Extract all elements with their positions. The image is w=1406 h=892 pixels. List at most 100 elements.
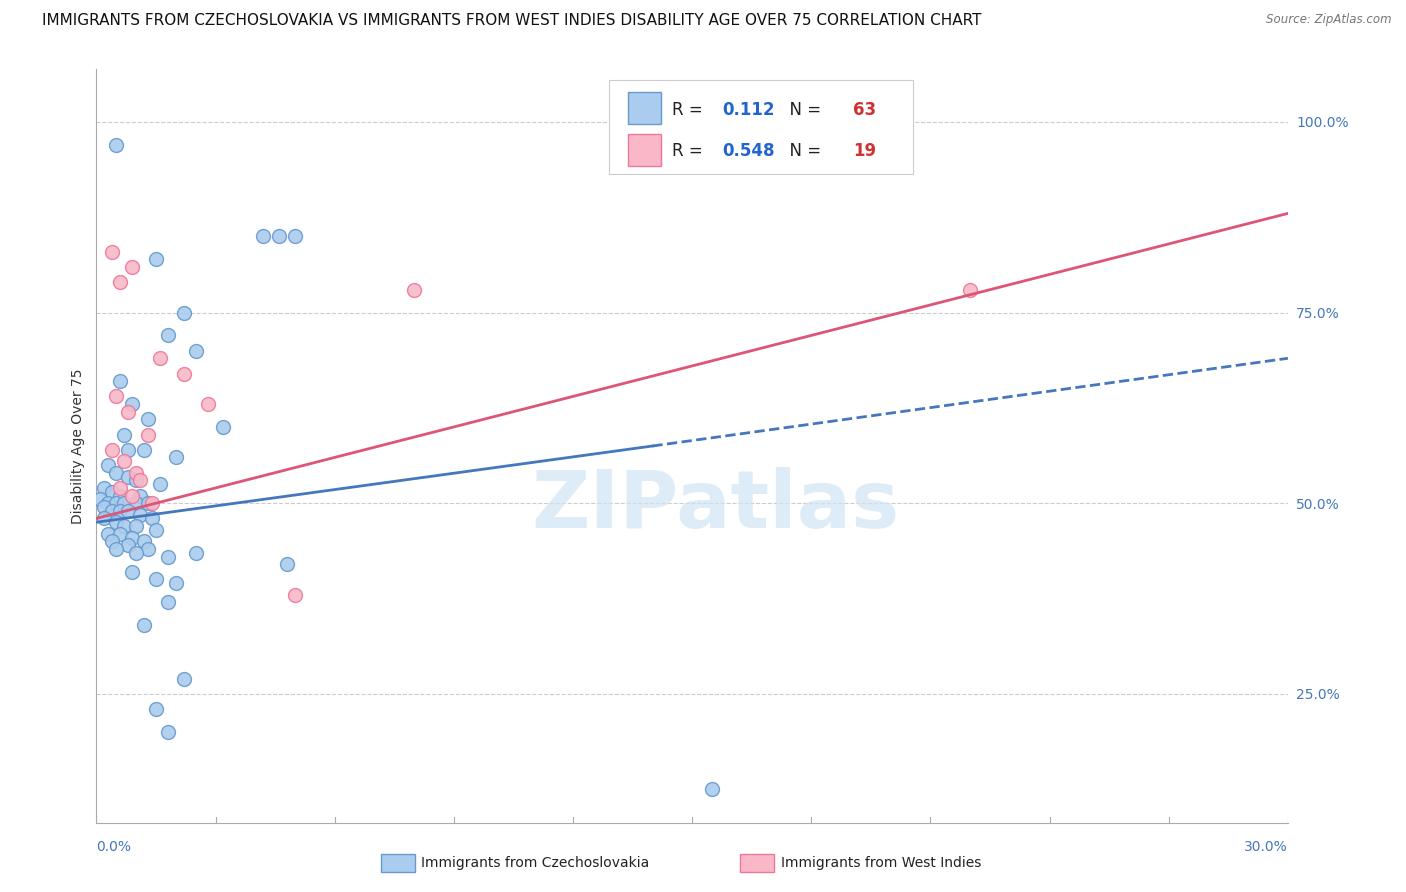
- Point: [212, 420, 235, 434]
- Point: [156, 328, 179, 343]
- Point: [97, 496, 120, 510]
- Point: [97, 526, 120, 541]
- Point: [89, 492, 111, 507]
- Point: [121, 531, 143, 545]
- Point: [112, 519, 135, 533]
- Point: [184, 343, 207, 358]
- Point: [97, 458, 120, 472]
- Point: [136, 541, 159, 556]
- Point: [101, 504, 124, 518]
- Point: [267, 229, 290, 244]
- Text: 0.0%: 0.0%: [97, 839, 131, 854]
- Text: 30.0%: 30.0%: [1244, 839, 1288, 854]
- Point: [252, 229, 274, 244]
- Text: 0.112: 0.112: [721, 101, 775, 119]
- Point: [125, 519, 148, 533]
- Point: [165, 576, 187, 591]
- Point: [108, 275, 131, 289]
- Point: [136, 496, 159, 510]
- Point: [132, 618, 155, 632]
- Point: [121, 565, 143, 579]
- Point: [145, 702, 167, 716]
- Point: [145, 523, 167, 537]
- Point: [125, 546, 148, 560]
- Point: [93, 481, 115, 495]
- Point: [145, 573, 167, 587]
- Point: [105, 541, 128, 556]
- Point: [129, 473, 152, 487]
- Text: Source: ZipAtlas.com: Source: ZipAtlas.com: [1267, 13, 1392, 27]
- Point: [112, 427, 135, 442]
- Text: N =: N =: [779, 143, 827, 161]
- Point: [108, 489, 131, 503]
- Text: Immigrants from West Indies: Immigrants from West Indies: [780, 855, 981, 870]
- Point: [112, 496, 135, 510]
- Point: [173, 672, 195, 686]
- Point: [121, 397, 143, 411]
- Point: [101, 442, 124, 457]
- Point: [136, 427, 159, 442]
- Point: [959, 283, 981, 297]
- Point: [121, 489, 143, 503]
- Point: [105, 389, 128, 403]
- Point: [149, 477, 172, 491]
- Point: [117, 504, 139, 518]
- Point: [105, 137, 128, 152]
- Point: [284, 229, 307, 244]
- Point: [145, 252, 167, 267]
- Text: Immigrants from Czechoslovakia: Immigrants from Czechoslovakia: [420, 855, 650, 870]
- Point: [101, 484, 124, 499]
- Point: [132, 442, 155, 457]
- Text: R =: R =: [672, 101, 707, 119]
- Point: [173, 305, 195, 319]
- Text: R =: R =: [672, 143, 707, 161]
- Point: [700, 782, 723, 797]
- Point: [141, 511, 163, 525]
- Point: [129, 489, 152, 503]
- Point: [112, 454, 135, 468]
- Text: IMMIGRANTS FROM CZECHOSLOVAKIA VS IMMIGRANTS FROM WEST INDIES DISABILITY AGE OVE: IMMIGRANTS FROM CZECHOSLOVAKIA VS IMMIGR…: [42, 13, 981, 29]
- Point: [132, 534, 155, 549]
- Point: [156, 549, 179, 564]
- FancyBboxPatch shape: [627, 92, 661, 124]
- FancyBboxPatch shape: [627, 134, 661, 166]
- Point: [108, 526, 131, 541]
- Text: ZIPatlas: ZIPatlas: [531, 467, 900, 545]
- Point: [173, 367, 195, 381]
- Text: 19: 19: [853, 143, 876, 161]
- Point: [125, 496, 148, 510]
- Point: [117, 538, 139, 552]
- Point: [197, 397, 219, 411]
- Point: [117, 442, 139, 457]
- Point: [117, 405, 139, 419]
- Point: [101, 534, 124, 549]
- Point: [93, 500, 115, 514]
- Point: [108, 374, 131, 388]
- Point: [125, 473, 148, 487]
- Text: 63: 63: [853, 101, 876, 119]
- Point: [141, 496, 163, 510]
- Point: [105, 466, 128, 480]
- Point: [101, 244, 124, 259]
- Y-axis label: Disability Age Over 75: Disability Age Over 75: [72, 368, 86, 524]
- Point: [149, 351, 172, 366]
- Point: [125, 466, 148, 480]
- Point: [108, 481, 131, 495]
- Text: N =: N =: [779, 101, 827, 119]
- Point: [129, 508, 152, 522]
- Point: [117, 469, 139, 483]
- Point: [93, 511, 115, 525]
- Point: [108, 504, 131, 518]
- FancyBboxPatch shape: [609, 80, 912, 174]
- Point: [284, 588, 307, 602]
- Point: [165, 450, 187, 465]
- Point: [156, 725, 179, 739]
- Point: [136, 412, 159, 426]
- Point: [404, 283, 426, 297]
- Point: [105, 496, 128, 510]
- Point: [121, 260, 143, 274]
- Point: [156, 595, 179, 609]
- Point: [276, 558, 298, 572]
- Text: 0.548: 0.548: [721, 143, 775, 161]
- Point: [105, 515, 128, 529]
